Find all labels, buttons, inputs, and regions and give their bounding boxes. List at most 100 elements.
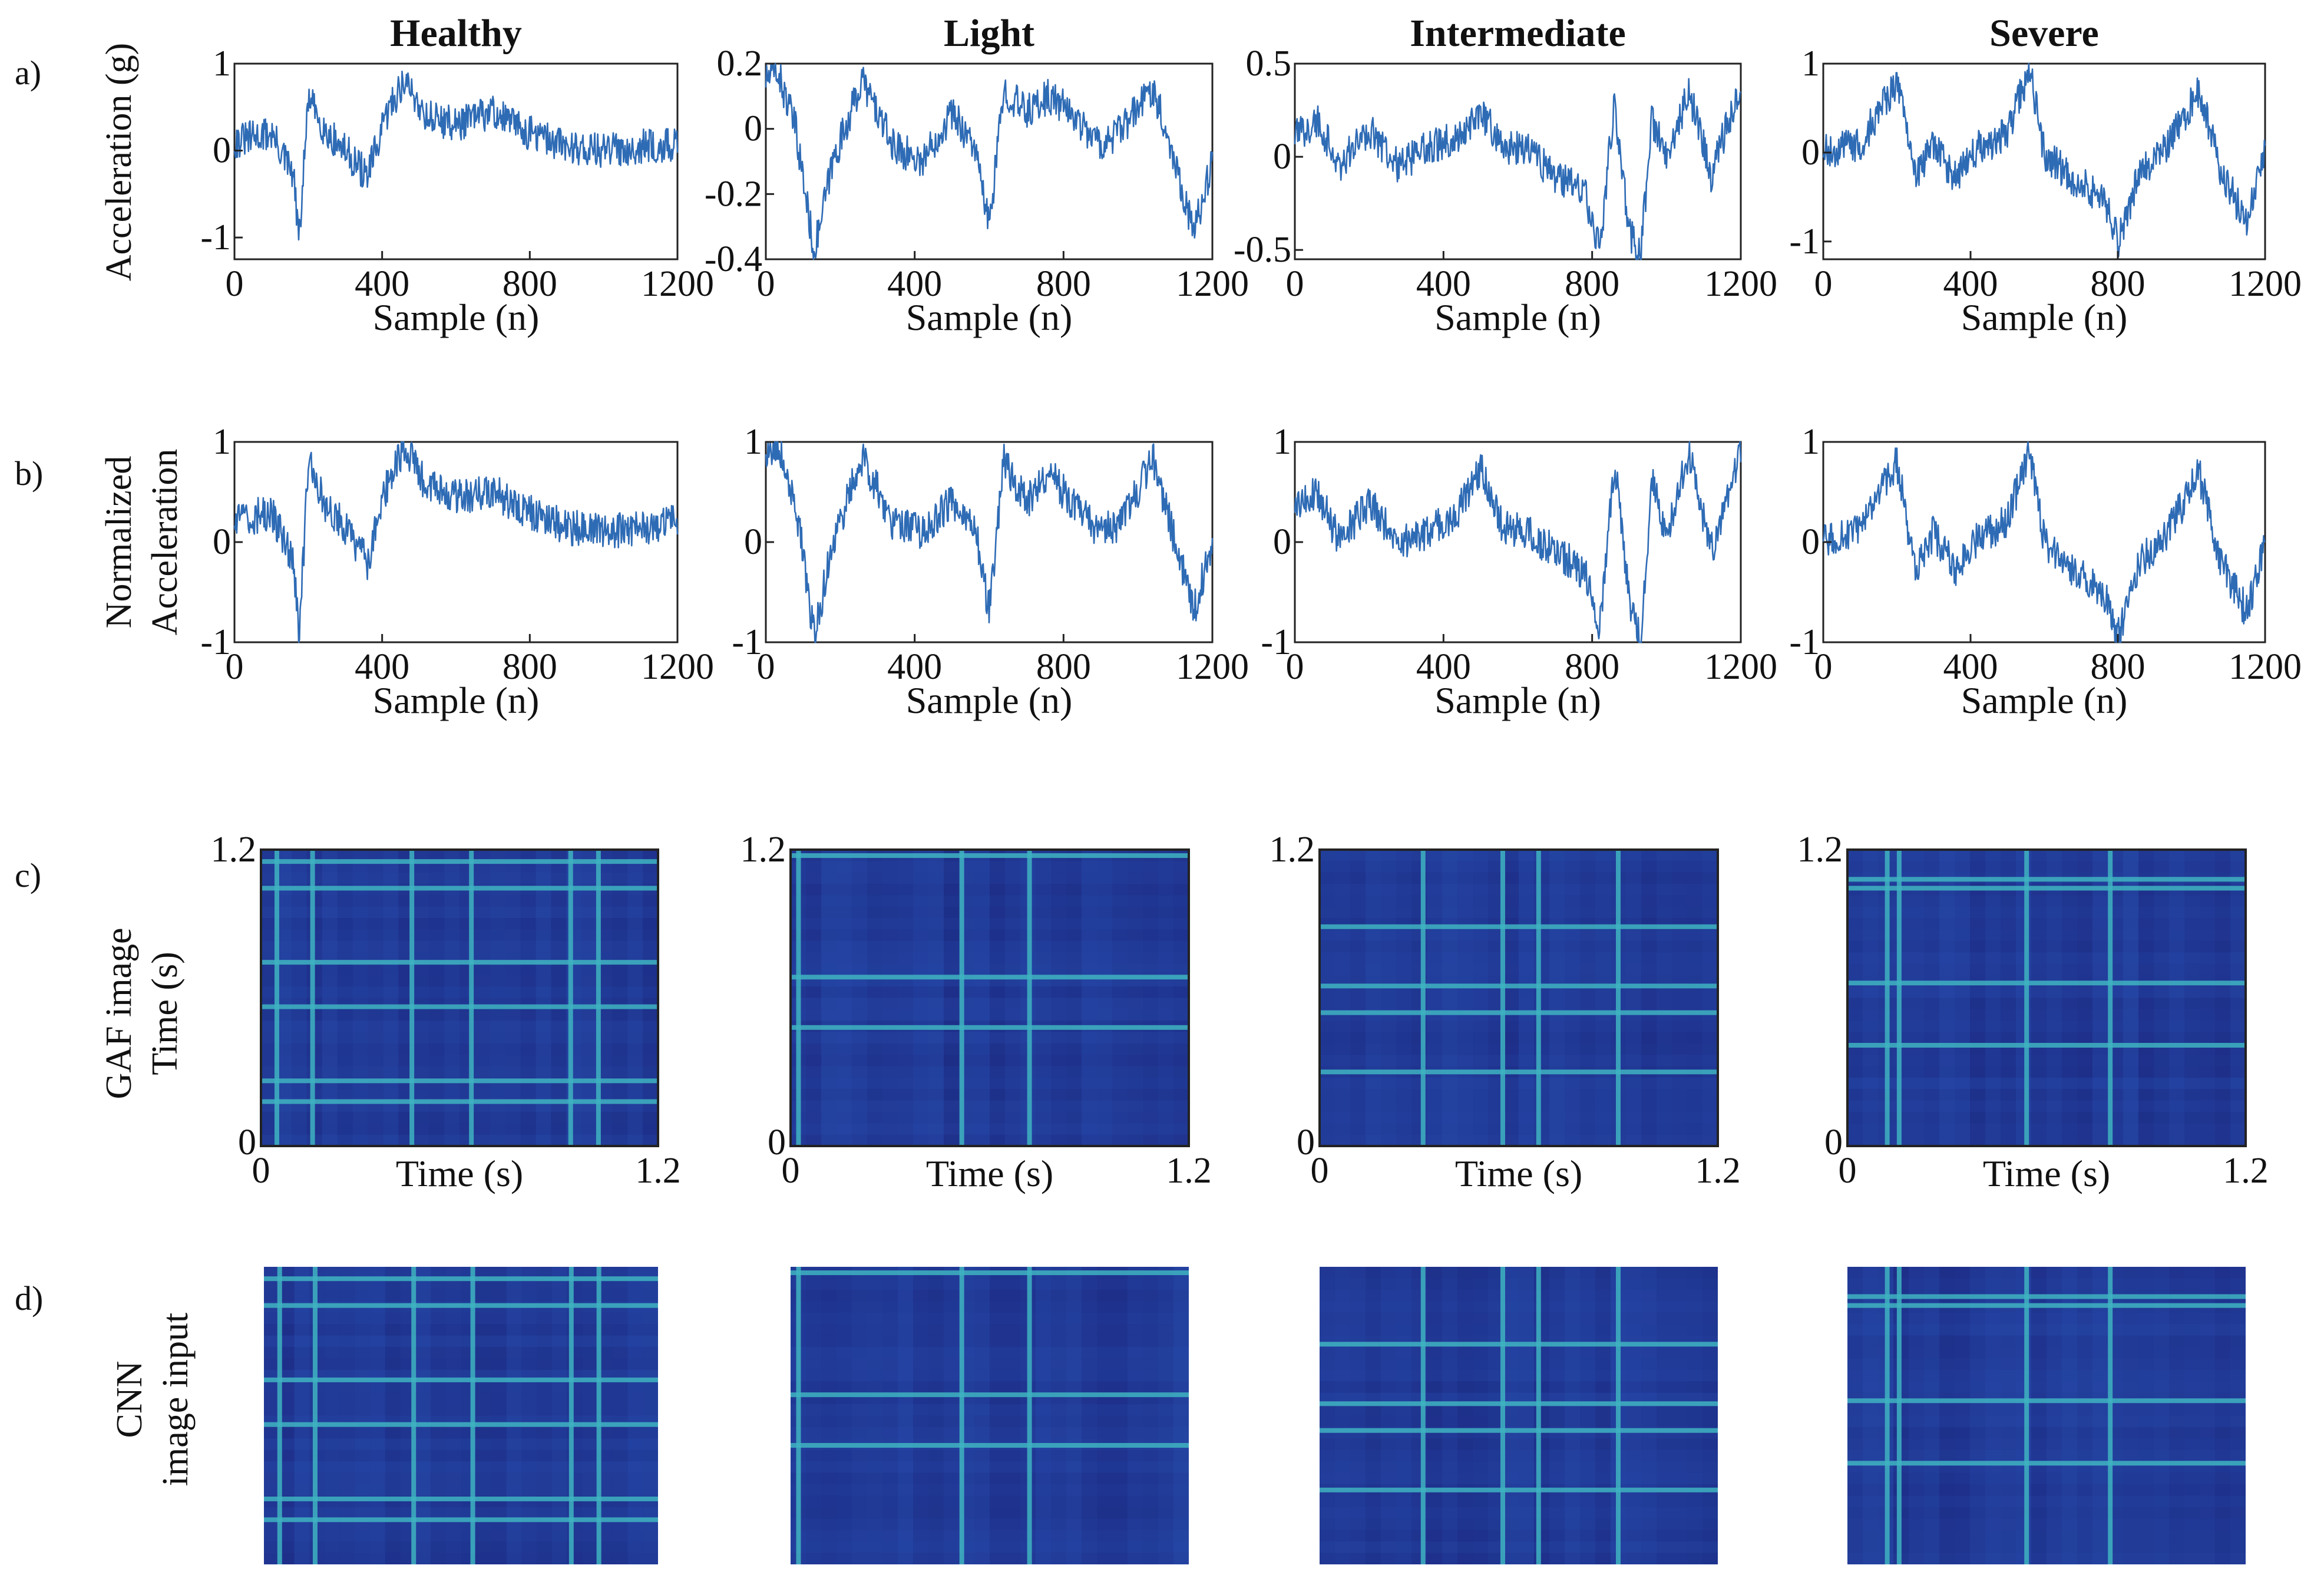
heatmap-row-band bbox=[1847, 1077, 2246, 1089]
heatmap-bright-row bbox=[791, 975, 1189, 980]
plot-frame bbox=[1294, 62, 1742, 260]
heatmap-row-band bbox=[791, 1358, 1189, 1370]
heatmap-column-band bbox=[1985, 1267, 2001, 1564]
series-line bbox=[233, 70, 679, 241]
heatmap-column-band bbox=[294, 1267, 310, 1564]
heatmap-column-band bbox=[882, 1267, 898, 1564]
y-tick-label: 0.5 bbox=[1246, 44, 1292, 84]
x-tick-label: 1200 bbox=[2229, 647, 2302, 687]
heatmap-column-band bbox=[882, 850, 898, 1146]
heatmap-row-band bbox=[791, 1346, 1189, 1359]
y-tick-label: 1 bbox=[1801, 44, 1820, 84]
heatmap-column-band bbox=[1335, 1267, 1350, 1564]
heatmap-row-band bbox=[264, 1541, 658, 1553]
x-tick-label: 400 bbox=[887, 264, 942, 304]
heatmap-column-band bbox=[1143, 850, 1158, 1146]
series-line bbox=[765, 62, 1214, 260]
heatmap-column-band bbox=[1005, 850, 1020, 1146]
heatmap-row-band bbox=[1847, 1324, 2246, 1336]
heatmap-column-band bbox=[490, 850, 505, 1146]
heatmap-column-band bbox=[2062, 850, 2077, 1146]
heatmap-bright-column bbox=[1536, 850, 1541, 1146]
heatmap-column-band bbox=[944, 850, 959, 1146]
heatmap-column-band bbox=[2031, 1267, 2047, 1564]
heatmap-bright-column bbox=[1500, 1267, 1505, 1564]
heatmap-row-band bbox=[264, 1449, 658, 1462]
heatmap-row-band bbox=[261, 1055, 658, 1066]
series-line bbox=[1294, 78, 1742, 260]
heatmap-row-band bbox=[261, 872, 658, 884]
heatmap-column-band bbox=[491, 1267, 507, 1564]
heatmap-bright-column bbox=[1885, 850, 1890, 1146]
heatmap-column-band bbox=[1939, 1267, 1955, 1564]
heatmap-bright-row bbox=[264, 1517, 658, 1523]
y-tick-label: 0 bbox=[1273, 137, 1291, 177]
heatmap-row-band bbox=[264, 1484, 658, 1496]
heatmap-bright-column bbox=[1616, 1267, 1621, 1564]
heatmap-column-band bbox=[913, 1267, 928, 1564]
heatmap-column-band bbox=[1672, 1267, 1687, 1564]
x-tick-label: 800 bbox=[1036, 647, 1091, 687]
chart-c-severe: 0 1.2 1.2 0 Time (s) bbox=[1797, 830, 2269, 1194]
heatmap-row-band bbox=[791, 1518, 1189, 1530]
heatmap-bright-row bbox=[791, 1270, 1189, 1276]
heatmap-column-band bbox=[1909, 850, 1924, 1146]
heatmap-column-band bbox=[1381, 1267, 1396, 1564]
heatmap-column-band bbox=[990, 850, 1005, 1146]
heatmap-column-band bbox=[990, 1267, 1005, 1564]
x-tick-label: 400 bbox=[1943, 264, 1998, 304]
heatmap-bright-column bbox=[2108, 1267, 2113, 1564]
heatmap-row-band bbox=[791, 1484, 1189, 1496]
heatmap-row-band bbox=[264, 1335, 658, 1347]
heatmap-bright-column bbox=[796, 1267, 801, 1564]
heatmap-row-band bbox=[261, 895, 658, 907]
heatmap-column-band bbox=[821, 1267, 837, 1564]
heatmap-column-band bbox=[1565, 850, 1580, 1146]
heatmap-row-band bbox=[1847, 1312, 2246, 1325]
heatmap-column-band bbox=[2077, 1267, 2092, 1564]
heatmap-column-band bbox=[368, 850, 384, 1146]
heatmap-column-band bbox=[1687, 850, 1702, 1146]
heatmap-row-band bbox=[261, 850, 658, 861]
heatmap-row-band bbox=[791, 952, 1189, 964]
heatmap-column-band bbox=[1066, 1267, 1082, 1564]
heatmap-row-band bbox=[264, 1507, 658, 1519]
heatmap-column-band bbox=[1924, 850, 1939, 1146]
heatmap-column-band bbox=[1970, 1267, 1985, 1564]
heatmap-column-band bbox=[1097, 850, 1112, 1146]
heatmap-row-band bbox=[1847, 1507, 2246, 1519]
x-tick-label: 0 bbox=[757, 647, 775, 687]
x-tick-label: 1200 bbox=[1704, 264, 1777, 304]
heatmap-row-band bbox=[791, 895, 1189, 907]
heatmap-row-band bbox=[791, 963, 1189, 975]
heatmap-bright-row bbox=[1320, 1010, 1718, 1015]
y-tick-label: 0 bbox=[1801, 522, 1820, 562]
heatmap-bright-row bbox=[791, 1392, 1189, 1398]
heatmap-bright-column bbox=[596, 850, 601, 1146]
row-d-ylabel-line2: image input bbox=[156, 1313, 196, 1486]
heatmap-row-band bbox=[791, 1472, 1189, 1485]
heatmap-row-band bbox=[261, 1123, 658, 1135]
heatmap-column-band bbox=[627, 1267, 643, 1564]
y-tick-label: 1 bbox=[1273, 422, 1291, 462]
heatmap-column-band bbox=[1396, 1267, 1411, 1564]
chart-d-healthy bbox=[264, 1267, 658, 1564]
series-line bbox=[233, 441, 679, 643]
y-tick-label: 1 bbox=[213, 44, 231, 84]
heatmap-column-band bbox=[1320, 850, 1335, 1146]
x-axis-label: Time (s) bbox=[1983, 1153, 2110, 1194]
heatmap-row-band bbox=[264, 1289, 658, 1302]
heatmap-row-band bbox=[791, 1507, 1189, 1519]
heatmap-column-band bbox=[1158, 850, 1173, 1146]
y-tick-label: 1 bbox=[213, 422, 231, 462]
heatmap-bright-column bbox=[1027, 850, 1032, 1146]
heatmap-column-band bbox=[2230, 850, 2246, 1146]
heatmap-bright-column bbox=[1420, 850, 1426, 1146]
heatmap-column-band bbox=[551, 850, 567, 1146]
heatmap-column-band bbox=[1672, 850, 1687, 1146]
x-tick-label: 0 bbox=[1286, 647, 1304, 687]
heatmap-column-band bbox=[1366, 850, 1381, 1146]
x-tick-label: 0 bbox=[1286, 264, 1304, 304]
heatmap-row-band bbox=[264, 1530, 658, 1542]
heatmap-column-band bbox=[520, 850, 536, 1146]
